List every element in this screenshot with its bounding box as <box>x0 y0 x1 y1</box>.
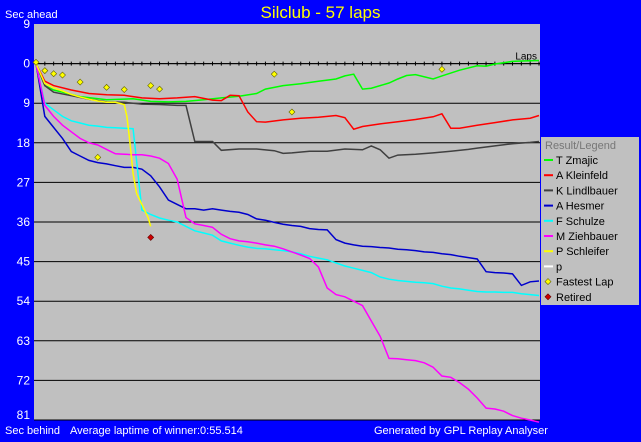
fastest-lap-marker <box>438 65 446 73</box>
average-laptime-label: Average laptime of winner:0:55.514 <box>70 425 243 437</box>
fastest-lap-marker <box>147 82 155 90</box>
legend-retired: Retired <box>556 292 591 304</box>
y-tick-label: 9 <box>23 17 30 31</box>
y-tick-label: 54 <box>17 294 31 308</box>
y-tick-label: 18 <box>17 136 31 150</box>
legend-item-4: F Schulze <box>556 216 605 228</box>
series-line-4 <box>35 63 540 297</box>
series-line-5 <box>35 63 540 423</box>
legend-fastest-lap-marker <box>544 278 552 286</box>
legend-fastest-lap: Fastest Lap <box>556 277 613 289</box>
fastest-lap-marker <box>120 86 128 93</box>
y-axis-bottom-label: Sec behind <box>5 425 61 437</box>
chart-title: Silclub - 57 laps <box>260 3 381 22</box>
fastest-lap-marker <box>156 85 163 93</box>
y-axis-top-label: Sec ahead <box>5 9 58 21</box>
y-tick-label: 45 <box>17 255 31 269</box>
fastest-lap-marker <box>103 83 111 91</box>
fastest-lap-marker <box>59 71 66 79</box>
fastest-lap-marker <box>94 153 102 161</box>
y-tick-label: 36 <box>17 215 31 229</box>
fastest-lap-marker <box>41 67 49 75</box>
legend-box <box>541 137 639 305</box>
legend-title: Result/Legend <box>545 140 616 152</box>
y-tick-label: 63 <box>17 334 31 348</box>
legend-item-7: p <box>556 261 562 273</box>
fastest-lap-marker <box>270 70 278 78</box>
y-tick-label: 81 <box>17 408 31 422</box>
legend-item-1: A Kleinfeld <box>556 170 608 182</box>
series-line-3 <box>35 63 540 287</box>
laps-axis-label: Laps <box>515 52 537 63</box>
fastest-lap-marker <box>288 108 296 116</box>
fastest-lap-marker <box>50 70 58 78</box>
generator-credit: Generated by GPL Replay Analyser <box>374 425 548 437</box>
series-line-0 <box>35 59 540 103</box>
fastest-lap-marker <box>76 78 84 86</box>
series-line-2 <box>35 63 540 160</box>
series-line-6 <box>35 63 152 227</box>
fastest-lap-marker <box>32 58 40 66</box>
series-line-1 <box>35 63 540 131</box>
y-tick-label: 9 <box>23 96 30 110</box>
y-tick-label: 72 <box>17 373 31 387</box>
legend-item-3: A Hesmer <box>556 201 605 213</box>
legend-retired-marker <box>544 293 552 301</box>
retired-marker <box>147 233 155 241</box>
legend-item-2: K Lindlbauer <box>556 185 618 197</box>
legend-item-6: P Schleifer <box>556 246 609 258</box>
legend-item-0: T Zmajic <box>556 155 598 167</box>
legend-item-5: M Ziehbauer <box>556 231 618 243</box>
y-tick-label: 27 <box>17 175 31 189</box>
y-tick-label: 0 <box>23 57 30 71</box>
